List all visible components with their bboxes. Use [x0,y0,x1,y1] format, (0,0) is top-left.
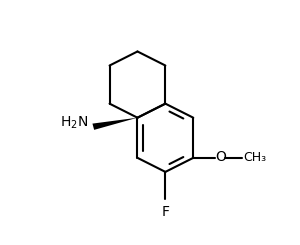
Text: CH₃: CH₃ [243,151,266,164]
Polygon shape [92,118,137,130]
Text: F: F [161,205,169,219]
Text: O: O [215,150,226,164]
Text: H$_2$N: H$_2$N [61,114,89,131]
